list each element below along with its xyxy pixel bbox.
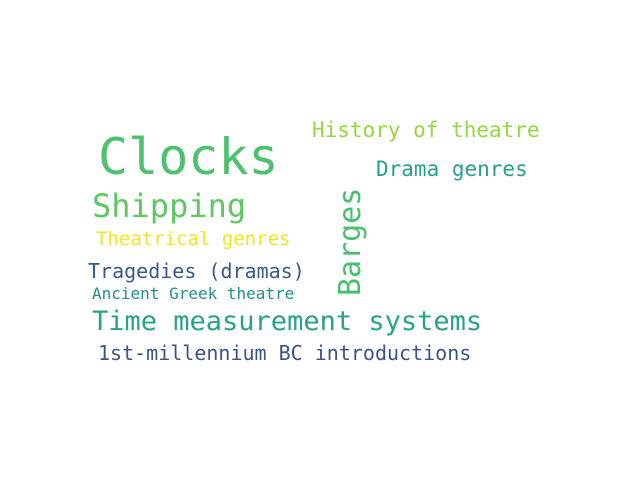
word-tragedies-dramas: Tragedies (dramas) <box>88 259 305 283</box>
word-shipping: Shipping <box>92 187 247 225</box>
word-history-of-theatre: History of theatre <box>312 118 540 142</box>
word-barges: Barges <box>333 187 368 296</box>
word-time-measurement-systems: Time measurement systems <box>92 306 483 337</box>
word-drama-genres: Drama genres <box>376 157 528 181</box>
word-1st-millennium-bc-introductions: 1st-millennium BC introductions <box>98 341 472 365</box>
word-ancient-greek-theatre: Ancient Greek theatre <box>92 284 295 303</box>
word-theatrical-genres: Theatrical genres <box>96 228 291 250</box>
word-clocks: Clocks <box>98 128 279 186</box>
